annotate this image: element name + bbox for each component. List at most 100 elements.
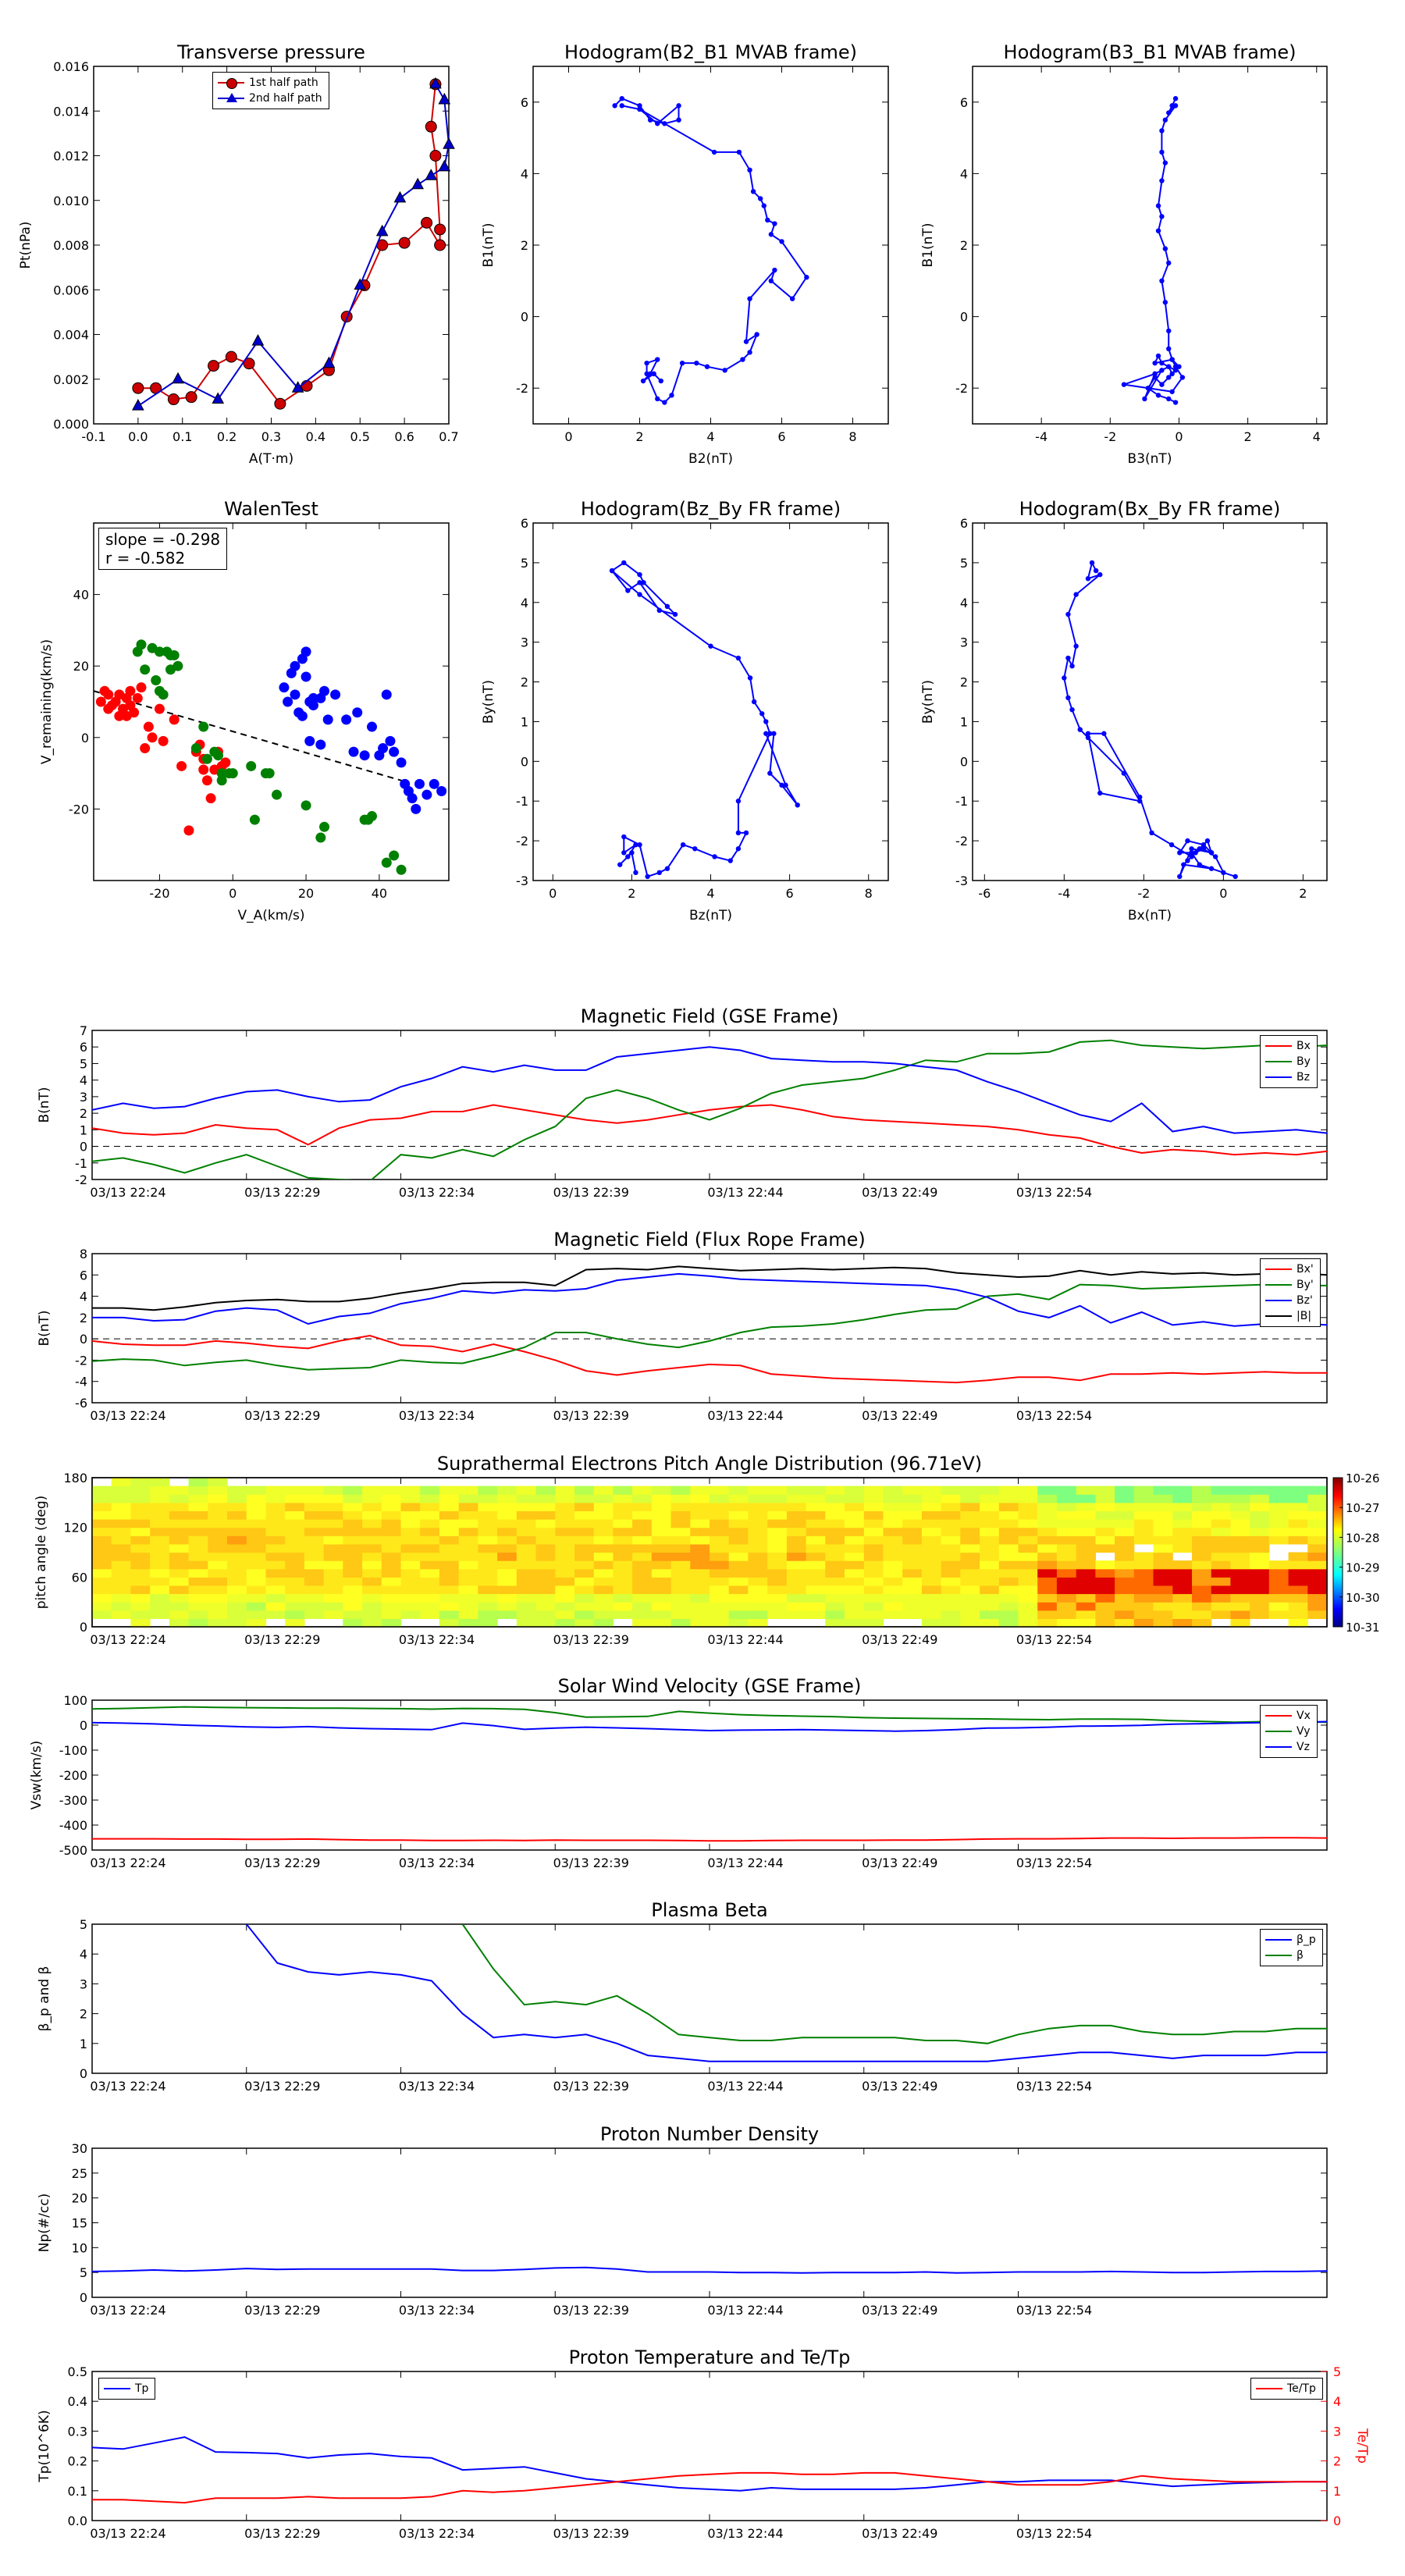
pad-cell xyxy=(941,1543,961,1553)
pad-cell xyxy=(169,1485,190,1495)
pad-cell xyxy=(1095,1527,1115,1536)
h1-point xyxy=(644,371,649,377)
pad-cell xyxy=(246,1618,267,1628)
pt-xtick-label: 0.3 xyxy=(261,429,281,444)
pad-cell xyxy=(670,1510,691,1520)
pad-cell xyxy=(439,1502,460,1511)
pad-ytick-label: 180 xyxy=(63,1471,87,1485)
pad-cell xyxy=(535,1485,556,1495)
legend-swatch xyxy=(218,78,244,89)
np-time-tick-label: 03/13 22:29 xyxy=(244,2303,320,2318)
pad-cell xyxy=(806,1593,826,1603)
pad-cell xyxy=(362,1585,382,1595)
pad-cell xyxy=(439,1618,460,1628)
tp-legend-right: Te/Tp xyxy=(1250,2378,1323,2400)
pad-cell xyxy=(188,1568,208,1578)
pad-cell xyxy=(728,1610,749,1619)
pad-cell xyxy=(555,1618,575,1628)
pad-cell xyxy=(1307,1510,1328,1520)
pad-cell xyxy=(478,1543,498,1553)
legend-entry: Bz' xyxy=(1265,1293,1314,1308)
pad-cell xyxy=(111,1560,131,1570)
walen-point-blue xyxy=(389,746,400,757)
pad-cell xyxy=(497,1610,518,1619)
walen-point-blue xyxy=(407,793,418,804)
pad-cell xyxy=(169,1585,190,1595)
h2-point xyxy=(1169,357,1175,362)
pt-point xyxy=(429,150,442,162)
pad-cell xyxy=(1056,1535,1077,1545)
pad-cell xyxy=(535,1535,556,1545)
pad-cell xyxy=(941,1535,961,1545)
pad-cell xyxy=(960,1568,980,1578)
pad-cell xyxy=(806,1502,826,1511)
pad-cell xyxy=(1056,1585,1077,1595)
legend-swatch xyxy=(1256,2388,1282,2389)
pad-cell xyxy=(728,1535,749,1545)
pad-cell xyxy=(188,1543,208,1553)
pad-cell xyxy=(208,1478,228,1487)
pad-cell xyxy=(1230,1585,1250,1595)
pad-cell xyxy=(728,1510,749,1520)
pad-cell xyxy=(458,1494,478,1503)
pad-cell xyxy=(1250,1494,1270,1503)
walen-point-blue xyxy=(396,757,407,768)
walen-point-blue xyxy=(385,735,396,746)
pad-cell xyxy=(265,1510,286,1520)
pad-cell xyxy=(632,1593,653,1603)
pad-cell xyxy=(1307,1494,1328,1503)
pad-cell xyxy=(1095,1502,1115,1511)
pad-cell xyxy=(806,1577,826,1586)
h4-point xyxy=(1181,862,1186,867)
pad-cell xyxy=(130,1485,151,1495)
pad-cell xyxy=(613,1502,633,1511)
pad-cell xyxy=(1037,1610,1058,1619)
pt-point xyxy=(434,223,446,236)
pad-cell xyxy=(883,1552,903,1561)
beta-time-tick-label: 03/13 22:49 xyxy=(862,2079,937,2094)
pad-cell xyxy=(150,1494,170,1503)
pad-cell xyxy=(998,1585,1019,1595)
walen-point-blue xyxy=(290,660,301,671)
pad-cell xyxy=(285,1510,305,1520)
pad-cell xyxy=(690,1610,710,1619)
h1-point xyxy=(612,103,617,109)
pad-cell xyxy=(1211,1593,1231,1603)
h3-point xyxy=(712,854,717,859)
pad-cell xyxy=(786,1568,807,1578)
walen-ytick-label: 20 xyxy=(73,659,89,674)
np-time-tick-label: 03/13 22:34 xyxy=(399,2303,475,2318)
pad-cell xyxy=(1153,1618,1173,1628)
pad-cell xyxy=(845,1585,865,1595)
h4-point xyxy=(1208,866,1215,871)
pad-cell xyxy=(710,1535,730,1545)
pad-cell xyxy=(1037,1519,1058,1528)
pad-cell xyxy=(748,1610,768,1619)
pad-cell xyxy=(883,1485,903,1495)
pad-cell xyxy=(574,1593,595,1603)
h4-point xyxy=(1073,592,1079,597)
h2-point xyxy=(1166,364,1172,369)
pt-xtick-label: 0.6 xyxy=(394,429,414,444)
bfr-series-By' xyxy=(92,1283,1327,1371)
pad-cell xyxy=(169,1593,190,1603)
pad-cell xyxy=(92,1527,112,1536)
pad-cell xyxy=(246,1593,267,1603)
pad-cell xyxy=(767,1568,788,1578)
pad-cell xyxy=(188,1577,208,1586)
pad-cell xyxy=(439,1535,460,1545)
pad-cell xyxy=(960,1610,980,1619)
h3-point xyxy=(637,571,642,578)
pad-cell xyxy=(902,1510,923,1520)
pad-cell xyxy=(111,1502,131,1511)
pad-cell xyxy=(960,1552,980,1561)
h2-point xyxy=(1145,386,1151,391)
pad-cell xyxy=(516,1535,537,1545)
legend-label: Vx xyxy=(1297,1710,1311,1722)
pad-cell xyxy=(111,1568,131,1578)
bgse-time-tick-label: 03/13 22:34 xyxy=(399,1185,475,1200)
pad-cell xyxy=(1037,1568,1058,1578)
pad-cell xyxy=(1133,1610,1154,1619)
pad-cell xyxy=(574,1560,595,1570)
legend-label: By xyxy=(1297,1055,1311,1068)
